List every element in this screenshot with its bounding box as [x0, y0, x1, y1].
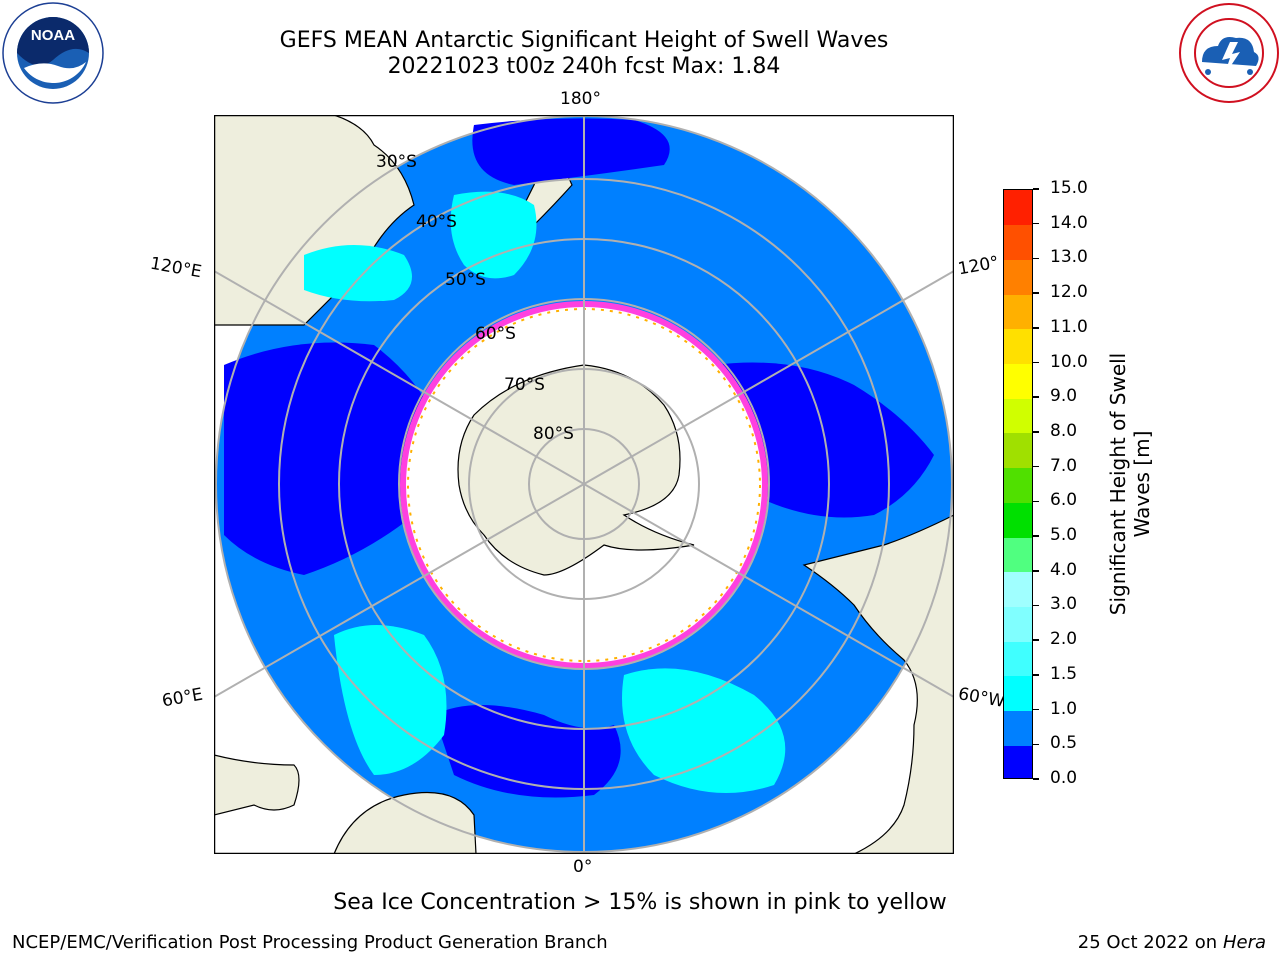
colorbar-segment: [1004, 571, 1032, 607]
lat-label-80s: 80°S: [533, 424, 574, 444]
lat-label-70s: 70°S: [504, 375, 545, 395]
lon-label-0: 0°: [573, 857, 593, 877]
colorbar-tick-mark: [1033, 708, 1039, 711]
nws-logo: [1178, 2, 1280, 104]
colorbar-segment: [1004, 745, 1032, 778]
noaa-logo-text: NOAA: [31, 27, 75, 44]
lon-label-120e: 120°E: [148, 253, 204, 283]
colorbar-tick-label: 15.0: [1050, 178, 1088, 198]
colorbar-tick-label: 2.0: [1050, 629, 1078, 650]
colorbar-segment: [1004, 467, 1032, 503]
lat-label-30s: 30°S: [376, 152, 417, 172]
footer-host: Hera: [1222, 932, 1266, 953]
colorbar-segment: [1004, 328, 1032, 365]
land-madagascar: [214, 754, 300, 816]
colorbar-segment: [1004, 190, 1032, 226]
colorbar-segment: [1004, 537, 1032, 573]
colorbar-tick-label: 5.0: [1050, 525, 1078, 546]
colorbar-tick-mark: [1033, 604, 1039, 607]
colorbar-tick-label: 0.5: [1050, 733, 1078, 754]
colorbar-segment: [1004, 641, 1032, 677]
colorbar-tick-mark: [1033, 292, 1039, 294]
colorbar-tick-label: 4.0: [1050, 559, 1078, 580]
colorbar-tick-mark: [1033, 639, 1039, 641]
colorbar-tick-label: 7.0: [1050, 455, 1078, 476]
colorbar-tick-mark: [1033, 361, 1039, 364]
colorbar-tick-mark: [1033, 674, 1039, 676]
colorbar-ticks: 0.0 0.5 1.0 1.5 2.0 3.0 4.0 5.0 6.0 7.0 8.0 9.0 10.0…: [1033, 178, 1113, 788]
colorbar-tick-mark: [1033, 327, 1039, 329]
colorbar-tick-label: 6.0: [1050, 490, 1078, 511]
colorbar-tick-label: 1.5: [1050, 663, 1078, 684]
colorbar-tick-mark: [1033, 431, 1039, 433]
colorbar-tick-mark: [1033, 778, 1039, 780]
map-subtitle: 20221023 t00z 240h fcst Max: 1.84: [387, 54, 781, 79]
colorbar-segment: [1004, 710, 1032, 746]
colorbar-tick-label: 1.0: [1050, 698, 1078, 719]
colorbar-segment: [1004, 294, 1032, 330]
colorbar-segment: [1004, 363, 1032, 399]
noaa-logo: NOAA: [2, 2, 104, 104]
map-title: GEFS MEAN Antarctic Significant Height o…: [279, 28, 889, 53]
colorbar-tick-mark: [1033, 535, 1039, 537]
colorbar: [1003, 189, 1033, 779]
colorbar-tick-label: 9.0: [1050, 386, 1078, 407]
colorbar-segment: [1004, 259, 1032, 295]
land-africa: [333, 791, 477, 854]
colorbar-segment: [1004, 675, 1032, 712]
lon-label-60e: 60°E: [160, 684, 205, 712]
lat-label-40s: 40°S: [416, 212, 457, 232]
colorbar-tick-mark: [1033, 257, 1039, 260]
lat-label-60s: 60°S: [475, 324, 516, 344]
map-canvas: [214, 115, 954, 854]
colorbar-tick-mark: [1033, 743, 1039, 746]
colorbar-tick-mark: [1033, 465, 1039, 468]
colorbar-tick-label: 13.0: [1050, 247, 1088, 268]
lat-label-50s: 50°S: [445, 270, 486, 290]
colorbar-tick-label: 14.0: [1050, 212, 1088, 233]
sea-ice-note: Sea Ice Concentration > 15% is shown in …: [333, 890, 947, 915]
colorbar-label-line1: Significant Height of Swell: [1106, 352, 1130, 616]
lon-label-120w: 120°: [956, 252, 1001, 280]
lon-label-180: 180°: [560, 89, 601, 109]
colorbar-tick-label: 0.0: [1050, 768, 1078, 788]
colorbar-segment: [1004, 432, 1032, 469]
colorbar-tick-mark: [1033, 188, 1039, 190]
footer-org: NCEP/EMC/Verification Post Processing Pr…: [12, 932, 608, 953]
lon-label-60w: 60°W: [956, 684, 1007, 712]
land-south-america: [802, 514, 954, 854]
colorbar-segment: [1004, 224, 1032, 260]
colorbar-tick-mark: [1033, 500, 1039, 503]
colorbar-tick-mark: [1033, 222, 1039, 225]
colorbar-tick-label: 3.0: [1050, 594, 1078, 615]
map-frame: [214, 115, 954, 854]
colorbar-segment: [1004, 606, 1032, 642]
colorbar-tick-label: 12.0: [1050, 282, 1088, 303]
footer-date-text: 25 Oct 2022 on: [1077, 932, 1223, 953]
colorbar-tick-label: 11.0: [1050, 316, 1088, 337]
colorbar-segment: [1004, 502, 1032, 538]
colorbar-segment: [1004, 398, 1032, 434]
colorbar-tick-mark: [1033, 396, 1039, 398]
colorbar-tick-label: 10.0: [1050, 351, 1088, 372]
colorbar-label-line2: Waves [m]: [1130, 430, 1154, 538]
colorbar-tick-mark: [1033, 570, 1039, 572]
footer-date: 25 Oct 2022 on Hera: [1078, 932, 1266, 953]
colorbar-tick-label: 8.0: [1050, 420, 1078, 441]
